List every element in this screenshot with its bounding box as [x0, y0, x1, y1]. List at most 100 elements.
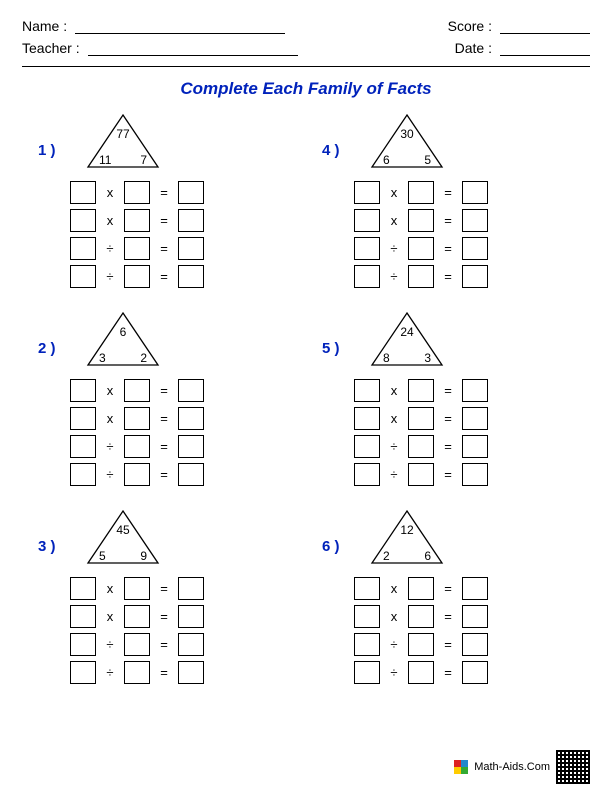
answer-box[interactable] [354, 209, 380, 232]
answer-box[interactable] [354, 577, 380, 600]
answer-box[interactable] [124, 463, 150, 486]
answer-box[interactable] [124, 379, 150, 402]
answer-box[interactable] [462, 181, 488, 204]
operator: x [103, 213, 117, 228]
triangle-left-value: 11 [99, 153, 111, 167]
answer-box[interactable] [408, 407, 434, 430]
answer-box[interactable] [70, 633, 96, 656]
answer-box[interactable] [462, 379, 488, 402]
equation-row: x = [70, 577, 298, 600]
answer-box[interactable] [178, 605, 204, 628]
answer-box[interactable] [124, 605, 150, 628]
equals-sign: = [441, 581, 455, 596]
answer-box[interactable] [124, 577, 150, 600]
answer-box[interactable] [70, 265, 96, 288]
answer-box[interactable] [70, 661, 96, 684]
answer-box[interactable] [408, 379, 434, 402]
answer-box[interactable] [462, 661, 488, 684]
answer-box[interactable] [70, 463, 96, 486]
operator: ÷ [387, 241, 401, 256]
triangle-top-value: 12 [368, 523, 446, 537]
answer-box[interactable] [354, 237, 380, 260]
answer-box[interactable] [354, 463, 380, 486]
fact-triangle: 77 11 7 [84, 113, 162, 171]
answer-box[interactable] [408, 605, 434, 628]
answer-box[interactable] [462, 265, 488, 288]
answer-box[interactable] [178, 237, 204, 260]
equals-sign: = [157, 439, 171, 454]
equation-row: ÷ = [354, 265, 582, 288]
answer-box[interactable] [124, 661, 150, 684]
answer-box[interactable] [178, 379, 204, 402]
equation-row: x = [354, 577, 582, 600]
triangle-top-value: 24 [368, 325, 446, 339]
answer-box[interactable] [408, 265, 434, 288]
answer-box[interactable] [178, 661, 204, 684]
teacher-blank[interactable] [88, 40, 298, 56]
answer-box[interactable] [354, 407, 380, 430]
answer-box[interactable] [124, 181, 150, 204]
answer-box[interactable] [124, 407, 150, 430]
answer-box[interactable] [124, 435, 150, 458]
operator: x [387, 383, 401, 398]
operator: x [103, 383, 117, 398]
answer-box[interactable] [178, 633, 204, 656]
answer-box[interactable] [462, 407, 488, 430]
answer-box[interactable] [124, 265, 150, 288]
answer-box[interactable] [178, 209, 204, 232]
triangle-left-value: 8 [383, 351, 390, 365]
answer-box[interactable] [408, 209, 434, 232]
answer-box[interactable] [408, 633, 434, 656]
answer-box[interactable] [354, 265, 380, 288]
footer: Math-Aids.Com [454, 750, 590, 784]
answer-box[interactable] [408, 577, 434, 600]
answer-box[interactable] [178, 435, 204, 458]
answer-box[interactable] [462, 237, 488, 260]
answer-box[interactable] [178, 407, 204, 430]
answer-box[interactable] [178, 265, 204, 288]
answer-box[interactable] [462, 577, 488, 600]
equals-sign: = [441, 383, 455, 398]
equals-sign: = [441, 241, 455, 256]
answer-box[interactable] [462, 209, 488, 232]
answer-box[interactable] [70, 577, 96, 600]
answer-box[interactable] [124, 209, 150, 232]
answer-box[interactable] [462, 633, 488, 656]
answer-box[interactable] [70, 379, 96, 402]
score-blank[interactable] [500, 18, 590, 34]
answer-box[interactable] [70, 435, 96, 458]
answer-box[interactable] [408, 181, 434, 204]
answer-box[interactable] [178, 181, 204, 204]
answer-box[interactable] [124, 237, 150, 260]
answer-box[interactable] [354, 661, 380, 684]
answer-box[interactable] [70, 181, 96, 204]
answer-box[interactable] [462, 463, 488, 486]
answer-box[interactable] [178, 577, 204, 600]
date-field: Date : [455, 40, 590, 56]
answer-box[interactable] [124, 633, 150, 656]
answer-box[interactable] [354, 379, 380, 402]
fact-triangle: 12 2 6 [368, 509, 446, 567]
operator: ÷ [387, 665, 401, 680]
equation-row: ÷ = [70, 661, 298, 684]
equation-row: x = [354, 407, 582, 430]
answer-box[interactable] [70, 209, 96, 232]
answer-box[interactable] [354, 633, 380, 656]
problem-number: 3 ) [38, 538, 66, 567]
answer-box[interactable] [354, 605, 380, 628]
answer-box[interactable] [70, 237, 96, 260]
answer-box[interactable] [462, 435, 488, 458]
answer-box[interactable] [462, 605, 488, 628]
name-blank[interactable] [75, 18, 285, 34]
answer-box[interactable] [70, 605, 96, 628]
answer-box[interactable] [408, 463, 434, 486]
answer-box[interactable] [408, 237, 434, 260]
equals-sign: = [157, 411, 171, 426]
answer-box[interactable] [70, 407, 96, 430]
answer-box[interactable] [178, 463, 204, 486]
answer-box[interactable] [354, 181, 380, 204]
date-blank[interactable] [500, 40, 590, 56]
answer-box[interactable] [354, 435, 380, 458]
answer-box[interactable] [408, 661, 434, 684]
answer-box[interactable] [408, 435, 434, 458]
